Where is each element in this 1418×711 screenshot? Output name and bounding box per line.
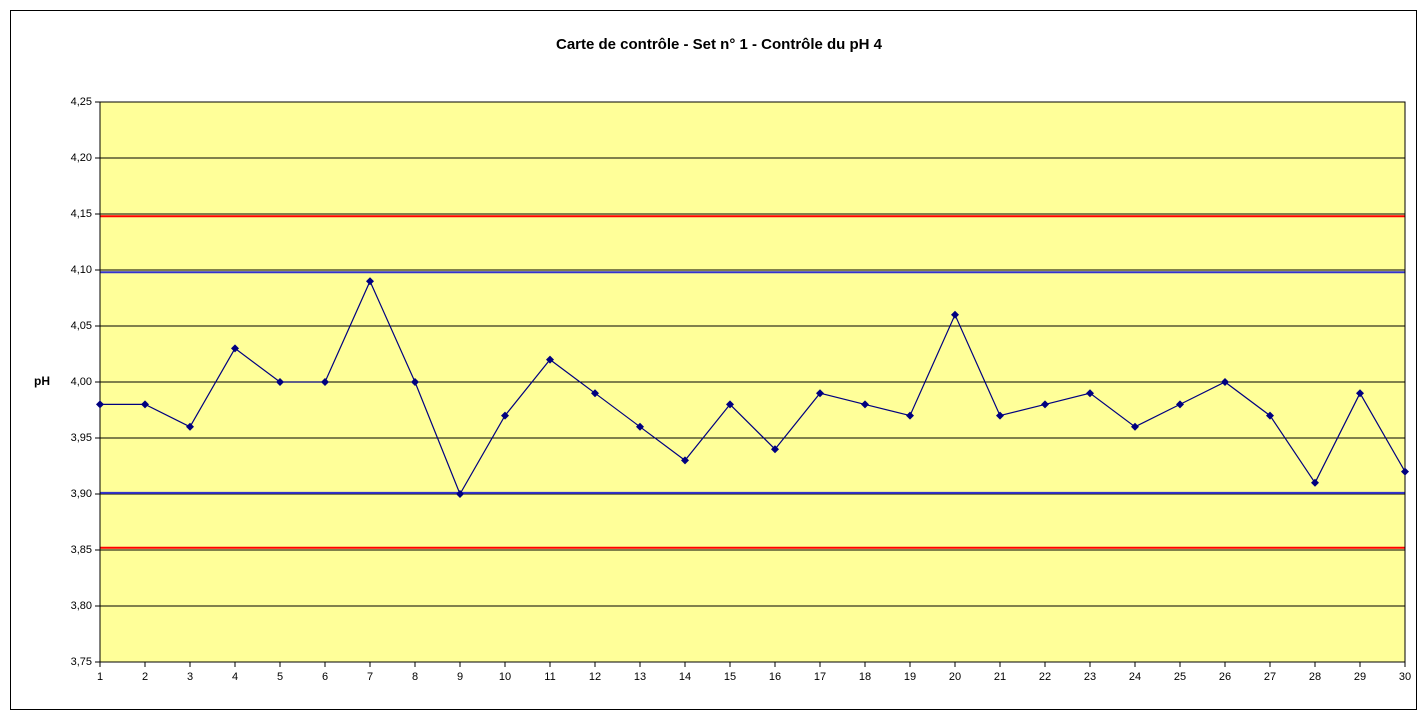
x-tick-label: 23 [1084,671,1096,683]
data-point [1176,400,1184,409]
data-point [366,277,374,286]
x-tick-label: 8 [412,671,418,683]
chart-title: Carte de contrôle - Set n° 1 - Contrôle … [556,36,883,53]
y-tick-label: 4,25 [71,96,92,108]
data-point [456,490,464,498]
data-point [231,344,239,353]
x-tick-label: 20 [949,671,961,683]
series-line [100,279,1406,496]
data-point [996,411,1004,420]
x-tick-label: 18 [859,671,871,683]
y-tick-label: 3,90 [71,488,92,500]
data-point [951,310,959,319]
y-tick-label: 3,80 [71,600,92,612]
data-point [681,456,689,465]
x-tick-label: 12 [589,671,601,683]
x-tick-label: 3 [187,671,193,683]
data-point [636,422,644,431]
data-point [321,378,329,386]
x-tick-label: 27 [1264,671,1276,683]
y-tick-label: 4,20 [71,152,92,164]
x-tick-label: 26 [1219,671,1231,683]
x-tick-label: 2 [142,671,148,683]
x-tick-label: 6 [322,671,328,683]
y-tick-label: 4,05 [71,320,92,332]
x-tick-label: 10 [499,671,511,683]
plot-border [99,101,1406,663]
data-point [1131,422,1139,431]
data-point [141,400,149,409]
x-tick-label: 7 [367,671,373,683]
x-tick-label: 17 [814,671,826,683]
y-tick-label: 4,15 [71,208,92,220]
data-point [591,389,599,398]
x-tick-label: 22 [1039,671,1051,683]
data-point [276,378,284,386]
x-tick-label: 28 [1309,671,1321,683]
x-tick-label: 25 [1174,671,1186,683]
data-point [501,411,509,420]
x-tick-label: 5 [277,671,283,683]
x-tick-label: 30 [1399,671,1411,683]
data-point [411,378,419,386]
x-tick-label: 16 [769,671,781,683]
y-tick-label: 3,75 [71,656,92,668]
data-point [1041,400,1049,409]
data-point [1356,389,1364,398]
y-tick-label: 3,95 [71,432,92,444]
data-point [96,400,104,409]
data-point [816,389,824,398]
data-point [1311,478,1319,487]
data-point [861,400,869,409]
data-point [726,400,734,409]
x-tick-label: 14 [679,671,691,683]
data-point [186,422,194,431]
y-axis-label: pH [34,374,50,388]
x-tick-label: 24 [1129,671,1141,683]
data-point [906,411,914,420]
y-tick-label: 3,85 [71,544,92,556]
x-tick-label: 11 [544,671,555,683]
data-point [1266,411,1274,420]
data-point [1221,378,1229,386]
x-tick-label: 4 [232,671,238,683]
y-tick-label: 4,10 [71,264,92,276]
y-tick-label: 4,00 [71,376,92,388]
x-tick-label: 13 [634,671,646,683]
x-tick-label: 15 [724,671,736,683]
x-tick-label: 1 [97,671,103,683]
x-tick-label: 19 [904,671,916,683]
data-point [1086,389,1094,398]
data-point [1401,467,1409,476]
data-point [546,355,554,364]
x-tick-label: 29 [1354,671,1366,683]
data-point [771,445,779,454]
x-tick-label: 21 [994,671,1006,683]
x-tick-label: 9 [457,671,463,683]
